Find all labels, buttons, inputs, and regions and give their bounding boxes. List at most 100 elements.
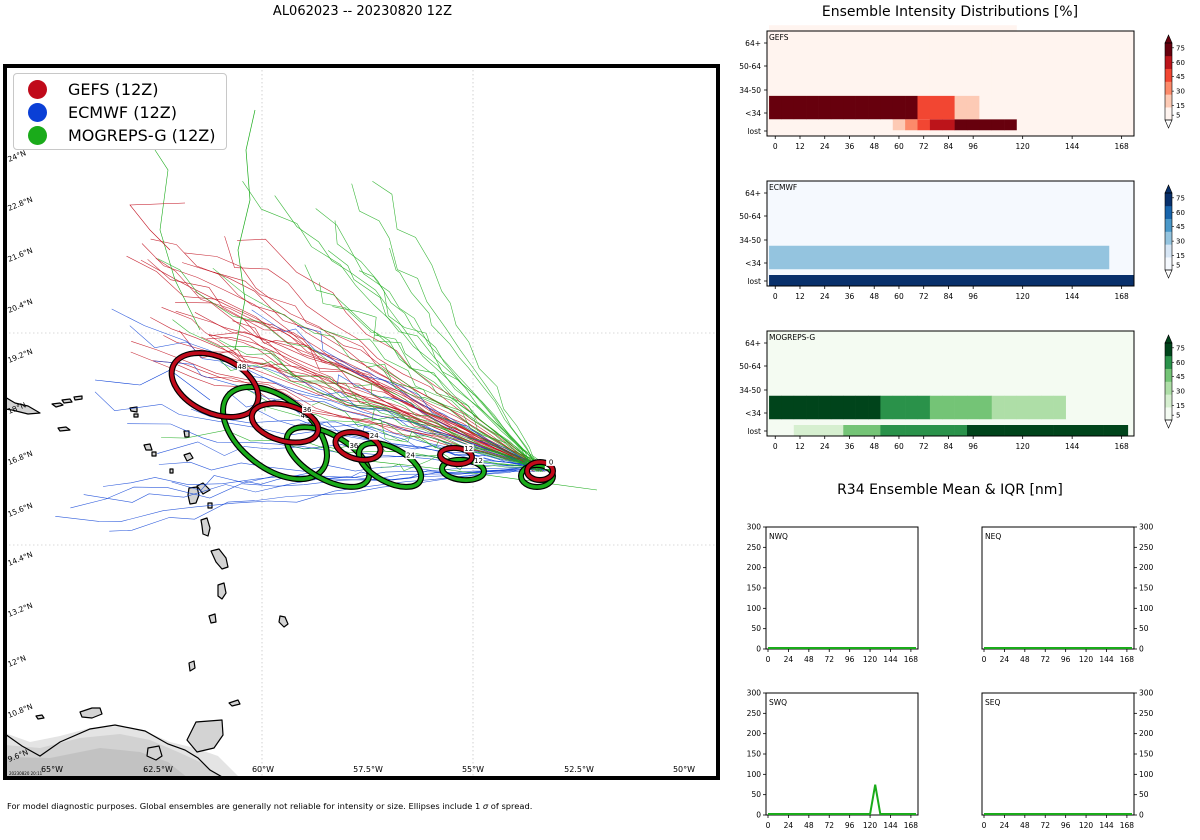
track-line xyxy=(319,282,544,465)
x-tick-label: 120 xyxy=(1079,655,1094,664)
y-tick-label: 200 xyxy=(747,563,762,572)
heatmap-cell xyxy=(868,425,881,436)
x-tick-label: 120 xyxy=(1015,292,1030,301)
x-tick-label: 72 xyxy=(919,292,929,301)
heatmap-frame xyxy=(766,180,1135,287)
intensity-heatmaps[interactable]: GEFS 64+ 50-64 34-50 <34 lost 0 12 24 36 48 60 72 84 9… xyxy=(725,0,1200,470)
heatmap-cell xyxy=(1041,425,1054,436)
colorbar-tick-label: 30 xyxy=(1176,388,1185,396)
colorbar-tick-label: 45 xyxy=(1176,223,1185,231)
r34-panel-swq: SWQ 0 50 100 150 200 250 300 0 24 48 72 96 120 144 168 xyxy=(747,689,919,830)
ellipse-label-bg xyxy=(405,451,416,460)
heatmap-cell xyxy=(917,25,931,49)
heatmap-cell xyxy=(929,25,943,49)
heatmap-cell xyxy=(942,72,955,96)
r34-panel-title: R34 Ensemble Mean & IQR [nm] xyxy=(837,482,1063,498)
heatmap-cell xyxy=(880,72,894,96)
x-tick-label: 120 xyxy=(1015,442,1030,451)
heatmap-cell xyxy=(781,395,795,420)
heatmap-cell xyxy=(868,25,881,49)
footnote-text-b: of spread. xyxy=(488,801,533,811)
y-tick-label: 34-50 xyxy=(739,236,761,245)
heatmap-cell xyxy=(905,119,918,131)
x-tick-label: 144 xyxy=(1065,142,1080,151)
heatmap-cell xyxy=(954,425,968,436)
heatmap-cell xyxy=(843,425,856,436)
colorbar-frame xyxy=(1164,42,1173,121)
track-line xyxy=(332,306,535,469)
colorbar-tick-label: 60 xyxy=(1176,359,1185,367)
track-line xyxy=(380,456,541,472)
heatmap-cell xyxy=(818,72,832,96)
ellipse-label-bg xyxy=(463,444,474,453)
heatmap-cell xyxy=(781,119,795,131)
heatmap-cell xyxy=(966,95,980,120)
ellipse-label: 36 xyxy=(349,442,358,450)
heatmap-cell xyxy=(843,95,856,120)
heatmap-cell xyxy=(1078,425,1092,436)
x-tick-label: 72 xyxy=(1040,821,1050,830)
heatmap-cell xyxy=(855,395,869,420)
track-line xyxy=(109,463,540,532)
heatmap-cell xyxy=(818,25,832,49)
colorbar-tick-label: 5 xyxy=(1176,262,1180,270)
heatmap-cell xyxy=(929,119,943,131)
lon-label: 55°W xyxy=(462,765,484,774)
y-tick-label: 300 xyxy=(747,523,762,532)
heatmap-cell xyxy=(892,425,906,436)
colorbar-tick-label: 45 xyxy=(1176,373,1185,381)
y-tick-label: 0 xyxy=(756,645,761,654)
main-title: AL062023 -- 20230820 12Z xyxy=(272,4,453,19)
intensity-panel-title: Ensemble Intensity Distributions [%] xyxy=(821,4,1079,20)
y-tick-label: 200 xyxy=(1139,563,1154,572)
heatmap-cell xyxy=(880,95,894,120)
heatmap-panel-label: ECMWF xyxy=(769,183,797,192)
x-tick-label: 12 xyxy=(795,292,805,301)
heatmap-cell xyxy=(917,425,931,436)
x-tick-label: 48 xyxy=(804,821,814,830)
colorbar-segment xyxy=(1165,205,1172,219)
x-tick-label: 168 xyxy=(1114,292,1129,301)
colorbar-tick-label: 75 xyxy=(1176,194,1185,202)
track-line xyxy=(351,183,538,470)
x-tick-label: 168 xyxy=(1120,655,1135,664)
heatmap-cell xyxy=(991,72,1005,96)
caribbean-islands xyxy=(5,395,289,761)
heatmap-cell xyxy=(942,48,955,73)
heatmap-cell xyxy=(991,395,1005,420)
x-tick-label: 12 xyxy=(795,142,805,151)
y-tick-label: 50 xyxy=(1139,790,1149,799)
heatmap-cell xyxy=(818,95,832,120)
heatmap-cell xyxy=(954,72,968,96)
track-line xyxy=(212,267,544,473)
y-tick-label: 100 xyxy=(747,770,762,779)
x-tick-label: 168 xyxy=(904,821,919,830)
track-line xyxy=(171,469,546,491)
track-line xyxy=(232,320,531,469)
track-line xyxy=(224,236,539,470)
heatmap-cell xyxy=(1065,425,1079,436)
heatmap-cell xyxy=(781,72,795,96)
x-tick-label: 144 xyxy=(1099,655,1114,664)
ellipse-label: 24 xyxy=(406,452,415,460)
x-tick-label: 0 xyxy=(982,821,987,830)
track-line xyxy=(161,307,544,465)
heatmap-cell xyxy=(1004,95,1017,120)
x-tick-label: 144 xyxy=(1065,442,1080,451)
heatmap-cell xyxy=(855,425,869,436)
heatmap-cell xyxy=(793,25,807,49)
y-tick-label: 34-50 xyxy=(739,86,761,95)
lon-label: 62.5°W xyxy=(143,765,173,774)
r34-panel-label: NEQ xyxy=(985,532,1001,541)
x-tick-label: 0 xyxy=(773,292,778,301)
heatmap-cell xyxy=(1103,395,1116,420)
heatmap-cell xyxy=(942,95,955,120)
track-map[interactable]: 483624120483624120 24°N22.8°N21.6°N20.4°… xyxy=(0,60,725,785)
ellipse-label: 36 xyxy=(303,406,312,414)
x-tick-label: 24 xyxy=(784,821,794,830)
y-tick-label: 50-64 xyxy=(739,62,761,71)
heatmap-cell xyxy=(1115,425,1129,436)
r34-panel-label: SEQ xyxy=(985,698,1000,707)
track-line xyxy=(320,328,543,469)
